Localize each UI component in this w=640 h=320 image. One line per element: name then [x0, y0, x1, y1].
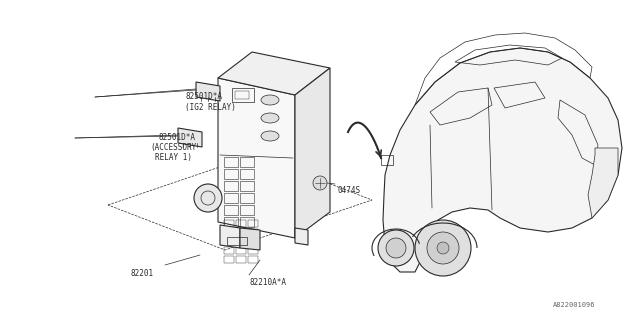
Polygon shape [295, 228, 308, 245]
Circle shape [427, 232, 459, 264]
Text: RELAY 1): RELAY 1) [155, 153, 192, 162]
Circle shape [437, 242, 449, 254]
Bar [240, 157, 254, 167]
Bar [236, 220, 246, 227]
Bar [236, 229, 246, 236]
Ellipse shape [261, 131, 279, 141]
Bar [248, 220, 258, 227]
Bar [224, 181, 238, 191]
Bar [224, 256, 234, 263]
Bar [236, 238, 246, 245]
Text: 0474S: 0474S [337, 186, 360, 195]
Bar [240, 193, 254, 203]
Text: 82501D*A: 82501D*A [185, 92, 222, 101]
Polygon shape [218, 78, 295, 238]
Bar [224, 157, 238, 167]
Text: 82210A*A: 82210A*A [249, 278, 286, 287]
Circle shape [378, 230, 414, 266]
Bar [224, 193, 238, 203]
Bar [227, 237, 247, 245]
Ellipse shape [261, 95, 279, 105]
Bar [248, 238, 258, 245]
Text: (IG2 RELAY): (IG2 RELAY) [185, 103, 236, 112]
Bar [224, 217, 238, 227]
Bar [232, 88, 254, 102]
Bar [236, 256, 246, 263]
Bar [240, 181, 254, 191]
Polygon shape [220, 225, 240, 248]
Text: (ACCESSORY: (ACCESSORY [150, 143, 196, 152]
Polygon shape [588, 148, 618, 218]
Ellipse shape [261, 113, 279, 123]
Bar [240, 169, 254, 179]
Bar [235, 91, 249, 99]
Circle shape [415, 220, 471, 276]
Bar [224, 220, 234, 227]
Polygon shape [196, 82, 220, 101]
Polygon shape [383, 48, 622, 272]
Bar [248, 256, 258, 263]
Circle shape [386, 238, 406, 258]
Bar [248, 229, 258, 236]
Bar [240, 205, 254, 215]
Polygon shape [178, 128, 202, 147]
Bar [224, 169, 238, 179]
Bar [224, 205, 238, 215]
Polygon shape [295, 68, 330, 238]
Bar [381, 155, 393, 165]
Circle shape [194, 184, 222, 212]
Polygon shape [218, 52, 330, 95]
Bar [224, 229, 234, 236]
Bar [224, 247, 234, 254]
Bar [248, 247, 258, 254]
Text: 82201: 82201 [130, 269, 153, 278]
Circle shape [313, 176, 327, 190]
Bar [224, 238, 234, 245]
Polygon shape [240, 228, 260, 250]
Text: A822001096: A822001096 [552, 302, 595, 308]
Bar [236, 247, 246, 254]
Text: 82501D*A: 82501D*A [158, 133, 195, 142]
Bar [240, 217, 254, 227]
